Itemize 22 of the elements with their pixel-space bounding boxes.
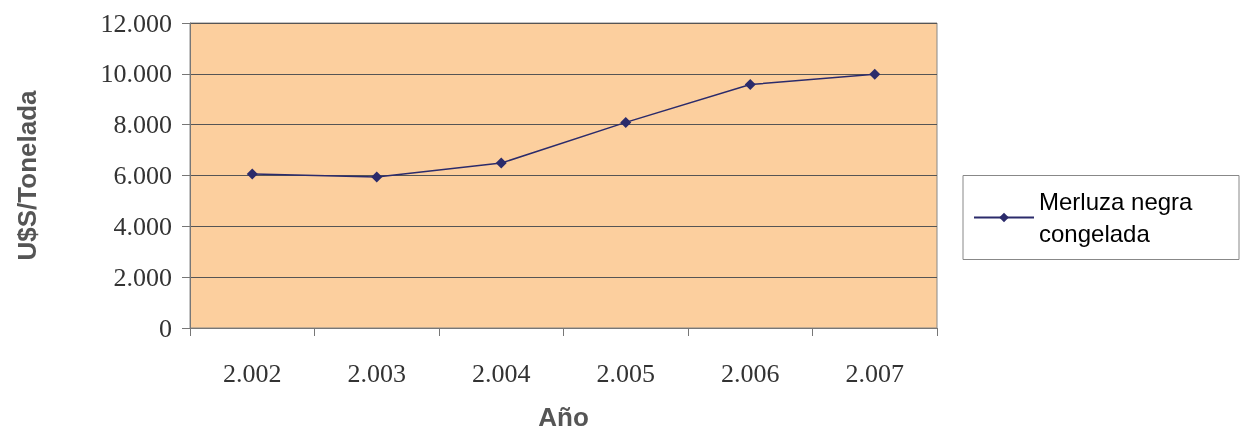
y-tick-label: 10.000 [100, 59, 172, 89]
x-tick-label: 2.004 [472, 358, 531, 388]
legend-label: Merluza negra congelada [1039, 188, 1200, 247]
x-tick-label: 2.006 [721, 358, 780, 388]
y-tick-label: 6.000 [113, 161, 172, 190]
point [620, 116, 632, 128]
point [495, 157, 507, 169]
x-tick-label: 2.007 [845, 358, 904, 388]
y-axis-title: U$S/Tonelada [12, 89, 42, 261]
x-axis-title: Año [538, 402, 589, 432]
y-tick-label: 12.000 [100, 8, 172, 38]
y-tick-label: 4.000 [113, 211, 172, 241]
point [744, 79, 756, 91]
x-tick-label: 2.002 [223, 358, 282, 388]
point [246, 168, 258, 180]
point [869, 68, 881, 80]
y-tick-label: 2.000 [113, 262, 172, 292]
y-tick-label: 0 [159, 313, 172, 343]
x-tick-label: 2.005 [596, 358, 655, 388]
point [371, 171, 383, 183]
x-tick-label: 2.003 [347, 358, 406, 388]
y-tick-label: 8.000 [113, 110, 172, 140]
